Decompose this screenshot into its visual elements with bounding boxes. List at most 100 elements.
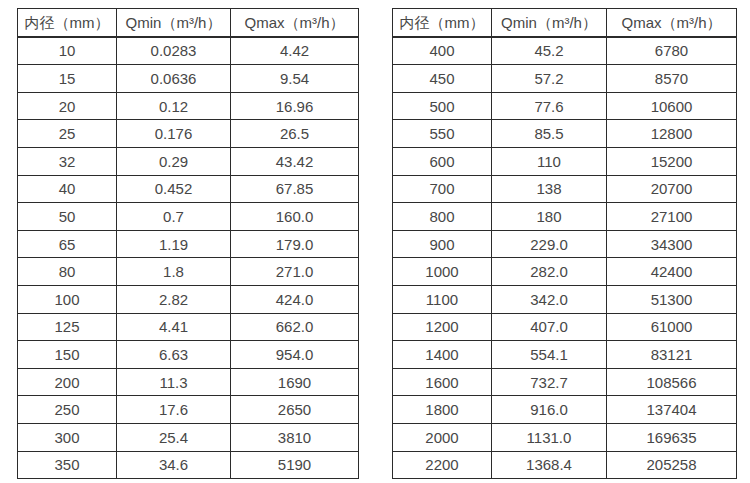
- table-cell: 50: [18, 203, 117, 231]
- table-cell: 65: [18, 230, 117, 258]
- table-row: 900229.034300: [393, 230, 737, 258]
- table-row: 250.17626.5: [18, 120, 359, 148]
- table-cell: 2000: [393, 423, 492, 451]
- table-row: 35034.65190: [18, 451, 359, 479]
- table-cell: 77.6: [492, 92, 607, 120]
- table-cell: 900: [393, 230, 492, 258]
- table-cell: 180: [492, 203, 607, 231]
- table-cell: 4.41: [117, 313, 231, 341]
- table-cell: 450: [393, 65, 492, 93]
- table-row: 40045.26780: [393, 37, 737, 65]
- table-cell: 732.7: [492, 368, 607, 396]
- table-cell: 45.2: [492, 37, 607, 65]
- table-cell: 1100: [393, 285, 492, 313]
- flow-range-table-dn400-2200: 内径（mm）Qmin（m³/h）Qmax（m³/h） 40045.2678045…: [392, 8, 737, 479]
- table-row: 200.1216.96: [18, 92, 359, 120]
- table-cell: 1000: [393, 258, 492, 286]
- table-cell: 1368.4: [492, 451, 607, 479]
- table-cell: 110: [492, 147, 607, 175]
- flow-range-table-dn10-350: 内径（mm）Qmin（m³/h）Qmax（m³/h） 100.02834.421…: [17, 8, 359, 479]
- table-row: 70013820700: [393, 175, 737, 203]
- table-cell: 0.7: [117, 203, 231, 231]
- table-cell: 6780: [607, 37, 737, 65]
- table-cell: 3810: [231, 423, 359, 451]
- table-cell: 20: [18, 92, 117, 120]
- table-cell: 1600: [393, 368, 492, 396]
- table-cell: 108566: [607, 368, 737, 396]
- table-cell: 916.0: [492, 396, 607, 424]
- table-cell: 2650: [231, 396, 359, 424]
- column-header: 内径（mm）: [393, 9, 492, 37]
- table-row: 801.8271.0: [18, 258, 359, 286]
- table-row: 651.19179.0: [18, 230, 359, 258]
- table-cell: 200: [18, 368, 117, 396]
- table-cell: 954.0: [231, 341, 359, 369]
- table-cell: 15: [18, 65, 117, 93]
- table-cell: 300: [18, 423, 117, 451]
- table-cell: 80: [18, 258, 117, 286]
- table-row: 1400554.183121: [393, 341, 737, 369]
- table-cell: 407.0: [492, 313, 607, 341]
- table-cell: 4.42: [231, 37, 359, 65]
- column-header: Qmax（m³/h）: [607, 9, 737, 37]
- table-row: 1200407.061000: [393, 313, 737, 341]
- table-cell: 26.5: [231, 120, 359, 148]
- table-cell: 1.8: [117, 258, 231, 286]
- table-cell: 25: [18, 120, 117, 148]
- table-cell: 57.2: [492, 65, 607, 93]
- table-cell: 350: [18, 451, 117, 479]
- table-cell: 600: [393, 147, 492, 175]
- table-cell: 67.85: [231, 175, 359, 203]
- table-row: 20001131.0169635: [393, 423, 737, 451]
- table-row: 55085.512800: [393, 120, 737, 148]
- table-row: 1800916.0137404: [393, 396, 737, 424]
- table-cell: 1131.0: [492, 423, 607, 451]
- table-cell: 554.1: [492, 341, 607, 369]
- table-cell: 34300: [607, 230, 737, 258]
- table-cell: 10600: [607, 92, 737, 120]
- table-cell: 0.12: [117, 92, 231, 120]
- table-row: 22001368.4205258: [393, 451, 737, 479]
- table-cell: 83121: [607, 341, 737, 369]
- table-row: 1100342.051300: [393, 285, 737, 313]
- table-cell: 15200: [607, 147, 737, 175]
- table-cell: 169635: [607, 423, 737, 451]
- table-row: 320.2943.42: [18, 147, 359, 175]
- table-cell: 42400: [607, 258, 737, 286]
- table-cell: 11.3: [117, 368, 231, 396]
- flow-range-tables: 内径（mm）Qmin（m³/h）Qmax（m³/h） 100.02834.421…: [0, 0, 750, 479]
- table-cell: 1690: [231, 368, 359, 396]
- table-cell: 40: [18, 175, 117, 203]
- table-cell: 500: [393, 92, 492, 120]
- table-row: 45057.28570: [393, 65, 737, 93]
- table-cell: 34.6: [117, 451, 231, 479]
- table-row: 1002.82424.0: [18, 285, 359, 313]
- table-cell: 179.0: [231, 230, 359, 258]
- table-cell: 229.0: [492, 230, 607, 258]
- table-row: 1000282.042400: [393, 258, 737, 286]
- table-cell: 20700: [607, 175, 737, 203]
- table-cell: 2200: [393, 451, 492, 479]
- table-cell: 250: [18, 396, 117, 424]
- table-cell: 8570: [607, 65, 737, 93]
- table-cell: 10: [18, 37, 117, 65]
- table-row: 60011015200: [393, 147, 737, 175]
- table-cell: 137404: [607, 396, 737, 424]
- table-cell: 1400: [393, 341, 492, 369]
- table-cell: 700: [393, 175, 492, 203]
- table-cell: 43.42: [231, 147, 359, 175]
- table-row: 50077.610600: [393, 92, 737, 120]
- table-cell: 100: [18, 285, 117, 313]
- table-cell: 51300: [607, 285, 737, 313]
- header-row: 内径（mm）Qmin（m³/h）Qmax（m³/h）: [18, 9, 359, 37]
- table-cell: 2.82: [117, 285, 231, 313]
- table-cell: 0.29: [117, 147, 231, 175]
- table-row: 500.7160.0: [18, 203, 359, 231]
- table-cell: 125: [18, 313, 117, 341]
- table-cell: 27100: [607, 203, 737, 231]
- table-cell: 400: [393, 37, 492, 65]
- table-row: 80018027100: [393, 203, 737, 231]
- table-row: 20011.31690: [18, 368, 359, 396]
- table-cell: 662.0: [231, 313, 359, 341]
- table-cell: 1800: [393, 396, 492, 424]
